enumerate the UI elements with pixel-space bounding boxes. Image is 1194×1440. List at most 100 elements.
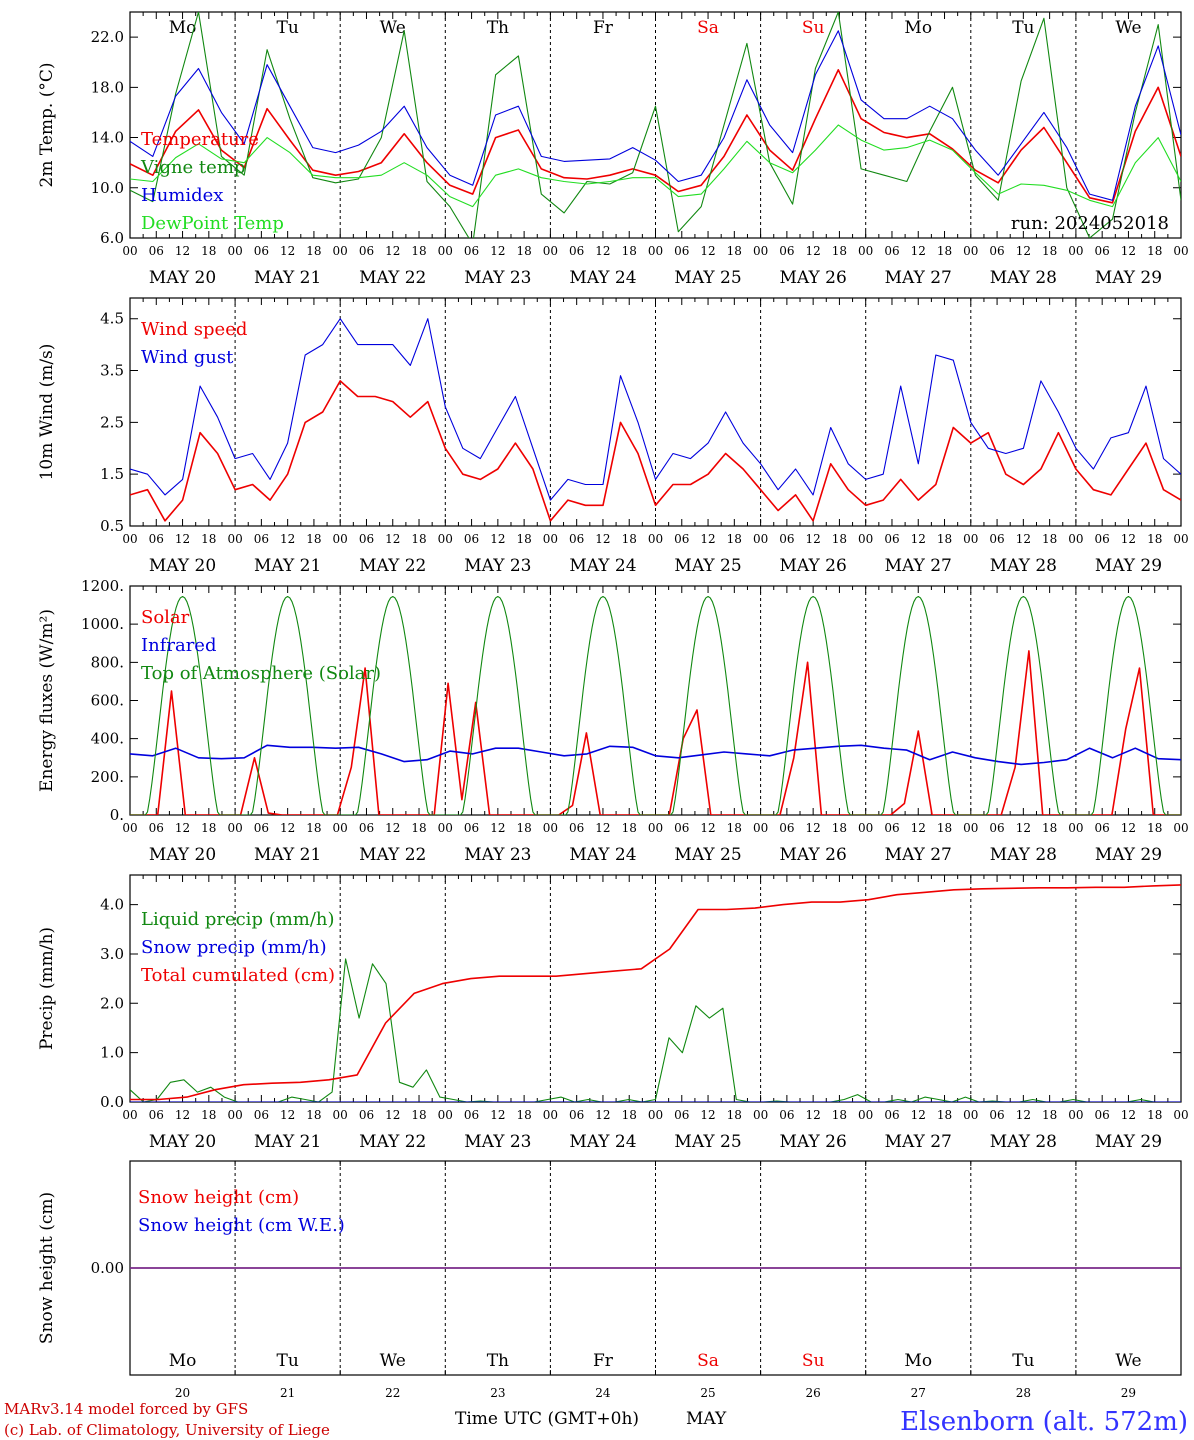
x-hour-label: 06 bbox=[989, 821, 1004, 835]
x-hour-label: 00 bbox=[963, 244, 978, 258]
x-hour-label: 12 bbox=[490, 1108, 505, 1122]
x-hour-label: 06 bbox=[779, 821, 794, 835]
x-hour-label: 12 bbox=[806, 1108, 821, 1122]
x-hour-label: 00 bbox=[1068, 244, 1083, 258]
x-hour-label: 00 bbox=[438, 1108, 453, 1122]
x-date-label: MAY 20 bbox=[149, 1132, 216, 1152]
x-hour-label: 06 bbox=[674, 532, 689, 546]
x-hour-label: 12 bbox=[806, 821, 821, 835]
y-tick-label: 200. bbox=[91, 768, 124, 786]
x-hour-label: 06 bbox=[254, 532, 269, 546]
x-hour-label: 18 bbox=[1042, 1108, 1057, 1122]
x-hour-label: 06 bbox=[884, 1108, 899, 1122]
x-date-label: MAY 22 bbox=[359, 1132, 426, 1152]
legend-entry: Liquid precip (mm/h) bbox=[141, 909, 335, 930]
day-number-label: 25 bbox=[700, 1386, 715, 1400]
x-hour-label: 18 bbox=[832, 1108, 847, 1122]
x-hour-label: 12 bbox=[385, 1108, 400, 1122]
x-hour-label: 18 bbox=[411, 244, 426, 258]
x-date-label: MAY 27 bbox=[885, 268, 952, 288]
y-tick-label: 0.5 bbox=[100, 517, 124, 535]
legend-entry: Snow precip (mm/h) bbox=[141, 937, 327, 958]
day-number-label: 28 bbox=[1016, 1386, 1031, 1400]
x-hour-label: 06 bbox=[989, 532, 1004, 546]
x-hour-label: 18 bbox=[1042, 244, 1057, 258]
day-of-week-label: Mo bbox=[169, 18, 197, 38]
x-hour-label: 06 bbox=[1095, 532, 1110, 546]
x-hour-label: 18 bbox=[1147, 244, 1162, 258]
x-hour-label: 12 bbox=[700, 821, 715, 835]
day-separators bbox=[234, 12, 1077, 238]
legend-entry: Snow height (cm) bbox=[138, 1187, 299, 1208]
x-hour-label: 00 bbox=[858, 821, 873, 835]
x-hour-label: 06 bbox=[779, 1108, 794, 1122]
x-date-label: MAY 28 bbox=[990, 845, 1057, 865]
day-number-label: 23 bbox=[490, 1386, 505, 1400]
x-hour-label: 12 bbox=[1121, 244, 1136, 258]
x-date-label: MAY 26 bbox=[780, 268, 847, 288]
x-hour-label: 06 bbox=[884, 532, 899, 546]
x-hour-label: 06 bbox=[464, 1108, 479, 1122]
series-dewpoint-temp bbox=[130, 124, 1181, 208]
x-hour-label: 18 bbox=[1147, 532, 1162, 546]
x-hour-label: 18 bbox=[1147, 821, 1162, 835]
x-hour-label: 18 bbox=[306, 1108, 321, 1122]
series-wind-gust bbox=[130, 318, 1181, 501]
x-hour-label: 06 bbox=[779, 244, 794, 258]
legend-entry: Temperature bbox=[141, 129, 259, 150]
x-date-label: MAY 27 bbox=[885, 556, 952, 576]
x-hour-label: 00 bbox=[648, 532, 663, 546]
y-axis-title: Precip (mm/h) bbox=[37, 927, 57, 1050]
x-hour-label: 06 bbox=[254, 1108, 269, 1122]
x-date-label: MAY 23 bbox=[464, 268, 531, 288]
x-hour-label: 06 bbox=[1095, 244, 1110, 258]
legend-entry: Infrared bbox=[141, 635, 216, 656]
x-hour-label: 00 bbox=[438, 244, 453, 258]
x-hour-label: 00 bbox=[227, 821, 242, 835]
legend-entry: Vigne temp bbox=[140, 157, 245, 178]
x-hour-label: 00 bbox=[858, 532, 873, 546]
x-hour-label: 06 bbox=[464, 244, 479, 258]
y-tick-label: 22.0 bbox=[91, 28, 124, 46]
panel-4: 0.0 1.0 2.0 3.0 4.0 Precip (mm/h) 00 06 12 18 MAY … bbox=[37, 874, 1189, 1152]
x-hour-label: 12 bbox=[1016, 1108, 1031, 1122]
x-hour-label: 06 bbox=[359, 1108, 374, 1122]
series-solar bbox=[130, 650, 1181, 815]
series-liquid-precip-mm-h bbox=[130, 958, 1181, 1102]
y-axis-title: Snow height (cm) bbox=[37, 1192, 57, 1344]
y-tick-label: 1.5 bbox=[100, 465, 124, 483]
y-tick-label: 2.5 bbox=[100, 413, 124, 431]
day-of-week-label: Fr bbox=[593, 1351, 614, 1371]
x-hour-label: 06 bbox=[569, 244, 584, 258]
x-hour-label: 06 bbox=[359, 821, 374, 835]
x-hour-label: 12 bbox=[595, 1108, 610, 1122]
day-number-label: 29 bbox=[1121, 1386, 1136, 1400]
series-vigne-temp bbox=[130, 12, 1181, 238]
x-hour-label: 06 bbox=[254, 821, 269, 835]
y-tick-label: 1.0 bbox=[100, 1044, 124, 1062]
x-hour-label: 12 bbox=[280, 821, 295, 835]
x-hour-label: 00 bbox=[543, 1108, 558, 1122]
x-date-label: MAY 27 bbox=[885, 1132, 952, 1152]
x-date-label: MAY 20 bbox=[149, 268, 216, 288]
x-hour-label: 18 bbox=[411, 821, 426, 835]
x-hour-label: 18 bbox=[832, 821, 847, 835]
x-hour-label: 12 bbox=[385, 821, 400, 835]
credit-line-2: (c) Lab. of Climatology, University of L… bbox=[4, 1421, 330, 1439]
x-date-label: MAY 22 bbox=[359, 556, 426, 576]
x-hour-label: 12 bbox=[595, 821, 610, 835]
x-date-label: MAY 23 bbox=[464, 845, 531, 865]
x-hour-label: 18 bbox=[1042, 532, 1057, 546]
day-of-week-label: Sa bbox=[697, 18, 719, 38]
x-hour-label: 18 bbox=[306, 244, 321, 258]
x-hour-label: 12 bbox=[175, 244, 190, 258]
x-hour-label: 00 bbox=[1068, 532, 1083, 546]
x-hour-label: 00 bbox=[963, 1108, 978, 1122]
x-hour-label: 00 bbox=[1068, 1108, 1083, 1122]
x-hour-label: 18 bbox=[306, 532, 321, 546]
y-tick-label: 2.0 bbox=[100, 994, 124, 1012]
y-axis-title: 10m Wind (m/s) bbox=[37, 344, 57, 481]
x-hour-label: 18 bbox=[306, 821, 321, 835]
legend-entry: DewPoint Temp bbox=[141, 213, 284, 234]
